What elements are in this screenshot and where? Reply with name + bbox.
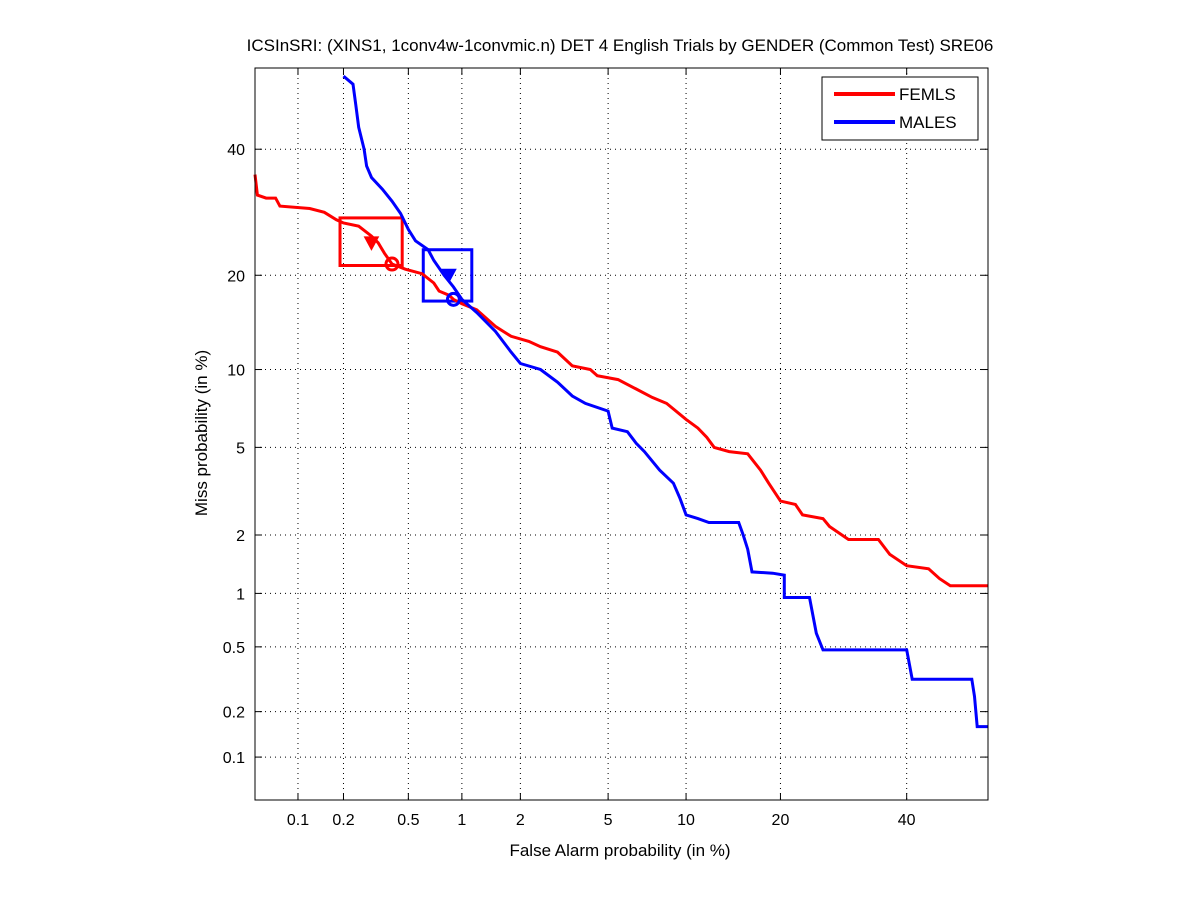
marker-circle-males: [445, 291, 461, 307]
x-tick-labels: 0.1 0.2 0.5 1 2 5 10 20 40: [287, 812, 916, 829]
y-tick-label: 0.2: [223, 705, 245, 722]
marker-triangle-femls: [363, 236, 380, 251]
y-tick-label: 1: [236, 586, 245, 603]
y-axis-title: Miss probability (in %): [192, 350, 211, 516]
y-tick-labels: 0.1 0.2 0.5 1 2 5 10 20 40: [223, 142, 245, 767]
x-tick-label: 2: [516, 812, 525, 829]
legend-box: [821, 76, 979, 141]
plot-frame: [254, 67, 989, 801]
legend-label-males: MALES: [899, 113, 957, 132]
x-tick-label: 10: [677, 812, 695, 829]
series-markers: [363, 236, 461, 307]
marker-triangle-males: [441, 268, 457, 284]
legend: FEMLS MALES: [821, 76, 979, 141]
series-line-males: [342, 74, 988, 729]
x-tick-label: 20: [772, 812, 790, 829]
x-tick-label: 0.1: [287, 812, 309, 829]
x-tick-label: 40: [898, 812, 916, 829]
x-tick-label: 5: [604, 812, 613, 829]
series-line-femls: [253, 174, 988, 588]
series-lines: [253, 74, 988, 729]
y-tick-label: 0.1: [223, 750, 245, 767]
x-tick-label: 0.2: [332, 812, 354, 829]
confidence-box-femls: [338, 216, 404, 267]
y-tick-label: 0.5: [223, 640, 245, 657]
chart-title: ICSInSRI: (XINS1, 1conv4w-1convmic.n) DE…: [247, 36, 994, 55]
y-tick-label: 40: [227, 142, 245, 159]
x-axis-title: False Alarm probability (in %): [509, 841, 730, 860]
confidence-boxes: [338, 216, 474, 303]
y-tick-label: 10: [227, 363, 245, 380]
x-tick-label: 1: [457, 812, 466, 829]
x-tick-label: 0.5: [397, 812, 419, 829]
legend-label-femls: FEMLS: [899, 85, 956, 104]
y-tick-label: 20: [227, 268, 245, 285]
marker-circle-femls: [384, 256, 400, 272]
y-tick-label: 5: [236, 440, 245, 457]
grid-lines: [255, 68, 988, 800]
y-tick-label: 2: [236, 528, 245, 545]
